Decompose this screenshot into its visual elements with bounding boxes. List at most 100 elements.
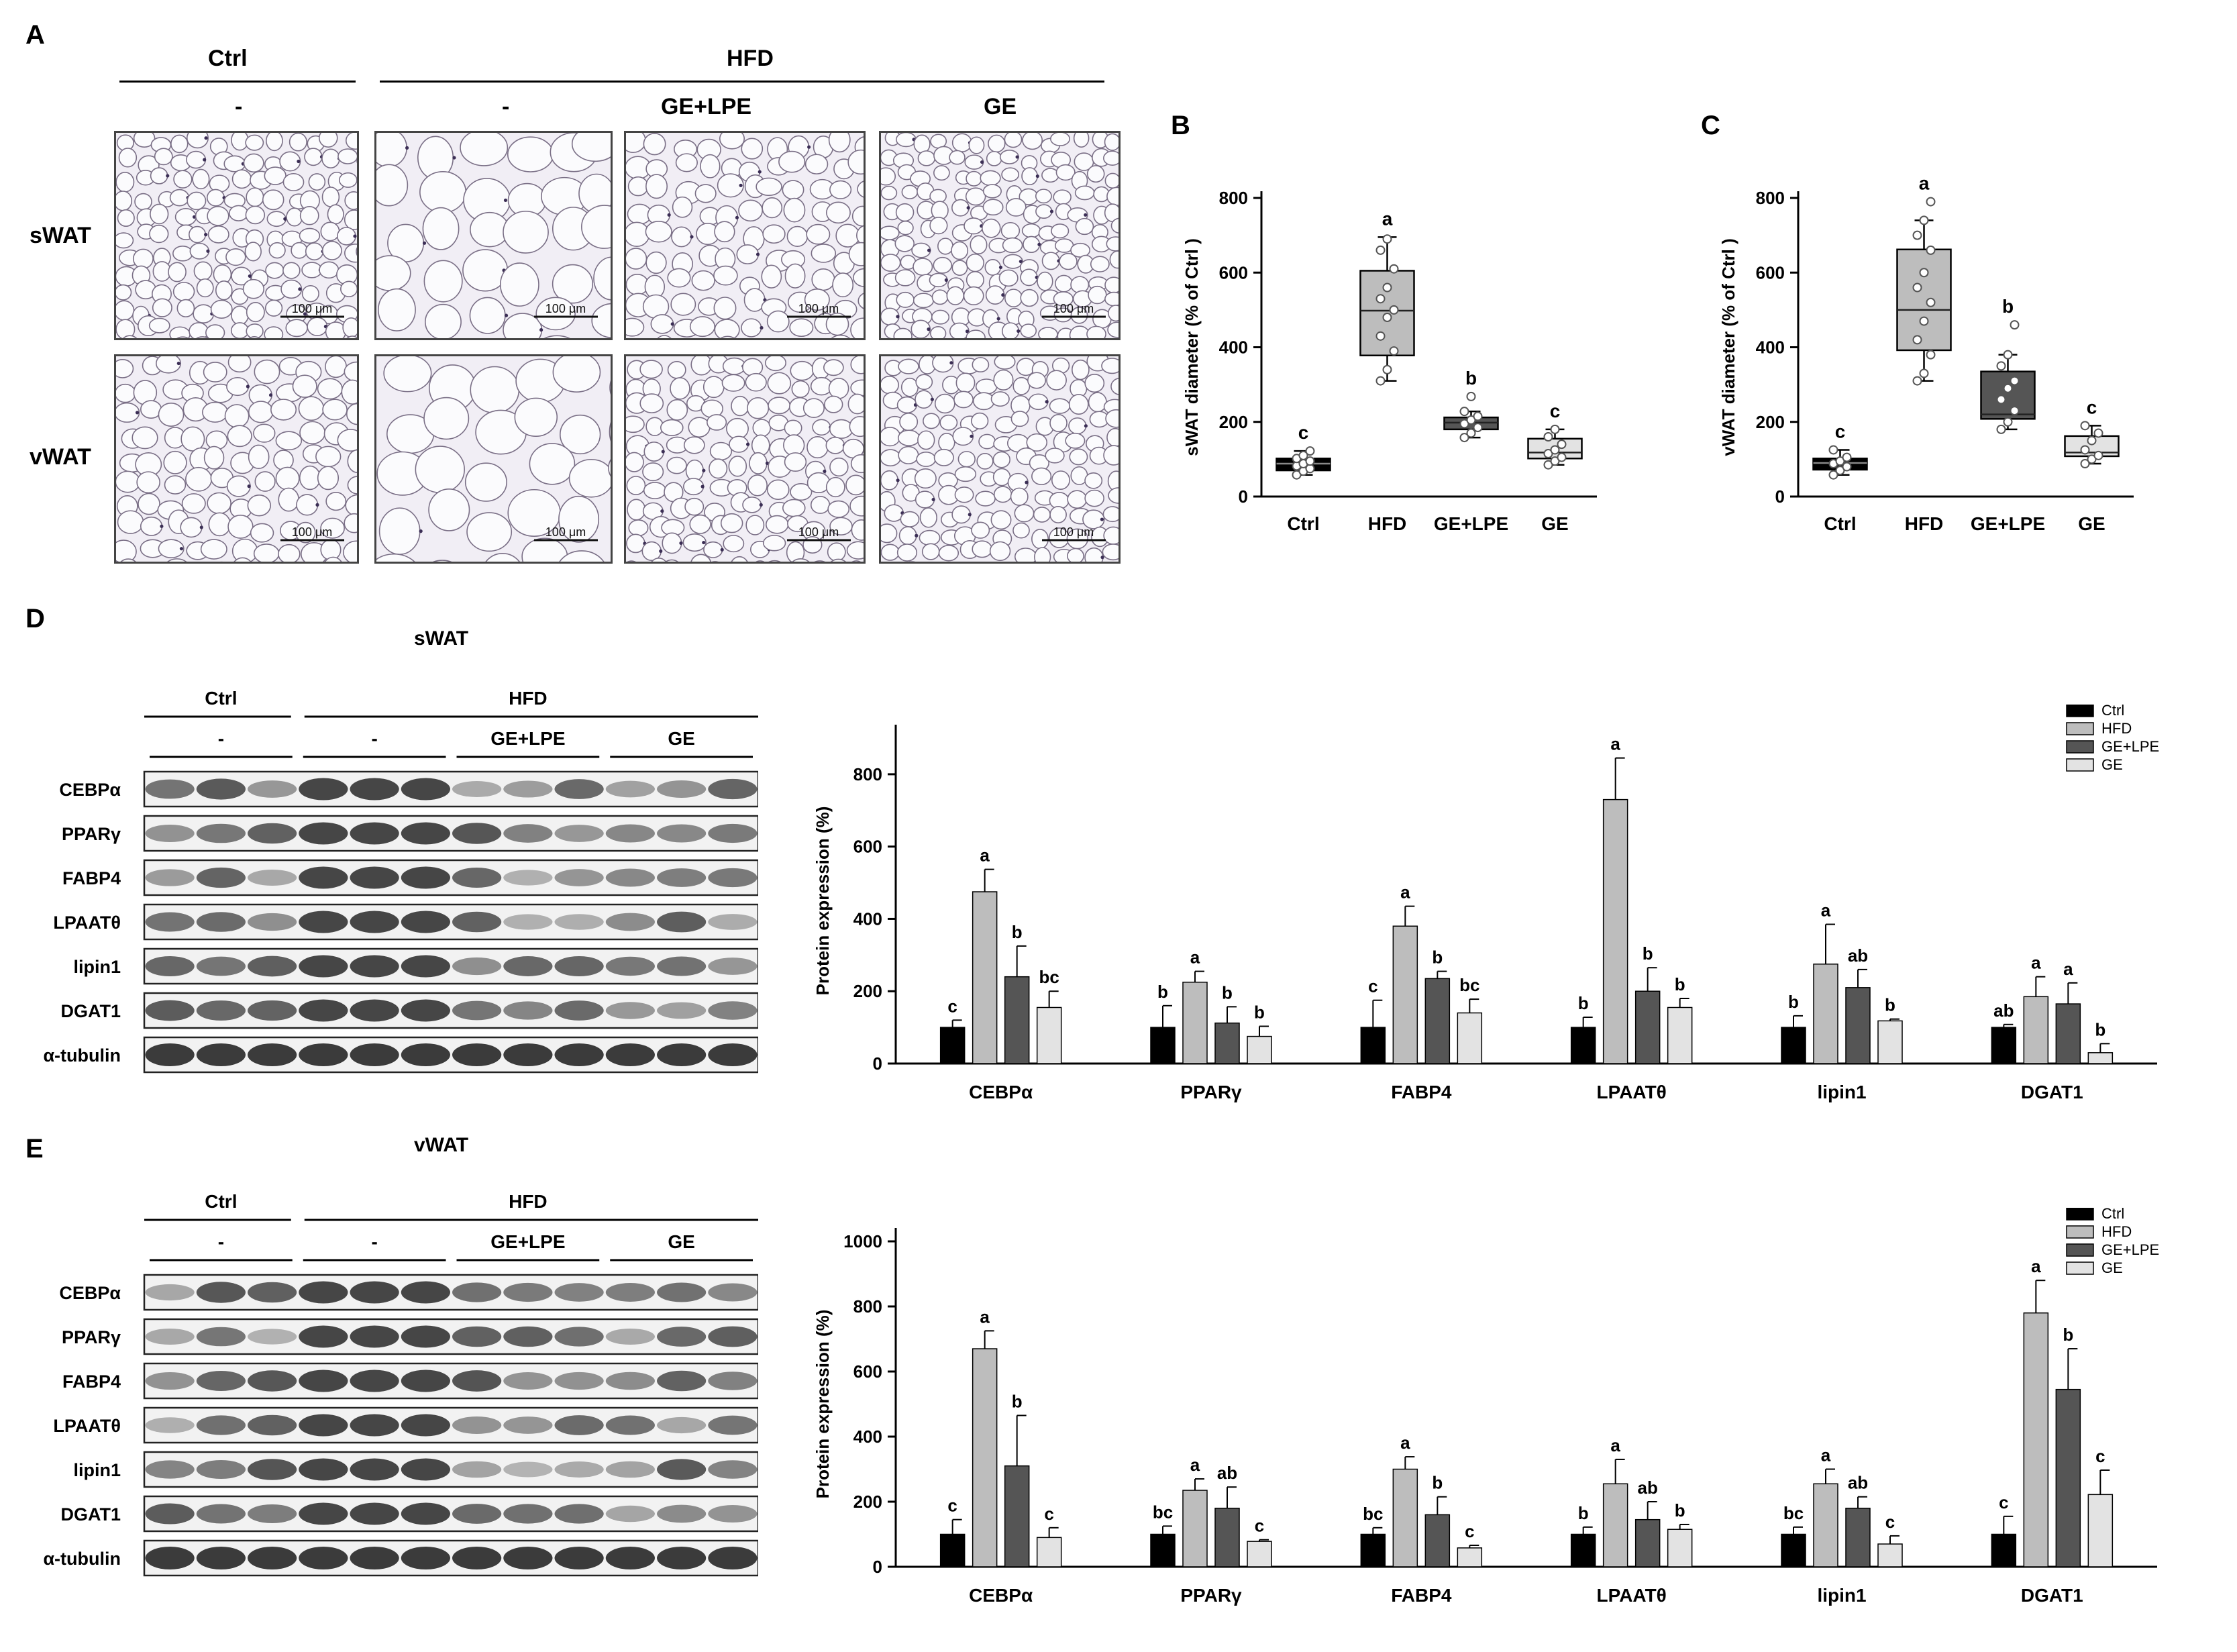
x-tick-label: CEBPα (969, 1585, 1033, 1606)
blot-image: Ctrl HFD - - GE+LPE GE CEBPα PPARγ FABP4 LPAATθ li… (43, 688, 760, 1074)
micrograph-tissue: 100 μm (116, 133, 357, 338)
data-point (1926, 245, 1936, 255)
blot-band (657, 911, 707, 933)
data-point (1466, 428, 1476, 438)
significance-letter: c (1255, 1516, 1264, 1536)
data-point (2080, 459, 2090, 469)
bar-Ctrl-CEBPα (939, 1027, 966, 1064)
significance-letter: c (1465, 1521, 1474, 1541)
histology-sub-gelpe: GE+LPE (661, 94, 752, 119)
blot-band (299, 911, 348, 933)
scale-bar-label: 100 μm (292, 525, 332, 539)
blot-band (145, 779, 195, 799)
blot-band (708, 1043, 758, 1066)
significance-letter: c (1885, 1512, 1895, 1532)
bar-GE+LPE-LPAATθ (1634, 1518, 1661, 1567)
x-tick-label: PPARγ (1180, 1585, 1242, 1606)
y-tick-label: 0 (873, 1053, 882, 1074)
significance-letter: bc (1039, 967, 1059, 987)
blot-band (554, 914, 604, 930)
blot-band (452, 957, 502, 976)
blot-band (657, 1416, 707, 1434)
significance-letter: ab (1217, 1463, 1237, 1483)
significance-letter: a (1610, 734, 1620, 754)
scale-bar-label: 100 μm (1053, 525, 1094, 539)
blot-band (299, 1281, 348, 1304)
data-point (1912, 230, 1922, 240)
data-point (1926, 297, 1936, 307)
significance-letter: c (947, 996, 957, 1016)
significance-letter: c (2087, 397, 2097, 417)
blot-band (350, 1043, 399, 1066)
significance-letter: b (1254, 1002, 1265, 1022)
data-point (1459, 407, 1469, 417)
blot-band (657, 1459, 707, 1480)
significance-letter: ab (1637, 1478, 1657, 1498)
micrograph-vwat-2: 100 μm (624, 354, 866, 564)
bar-HFD-FABP4 (1392, 1468, 1418, 1567)
significance-letter: a (1919, 173, 1930, 194)
x-tick-label: Ctrl (1287, 513, 1319, 534)
blot-band (605, 1283, 655, 1302)
data-point (2093, 450, 2103, 460)
bar-HFD-lipin1 (1813, 964, 1838, 1064)
blot-band (196, 1459, 246, 1480)
y-tick-label: 800 (853, 1296, 882, 1317)
blot-band (554, 1461, 604, 1478)
significance-letter: b (1675, 1500, 1685, 1520)
histology-sub-hfd: - (502, 94, 510, 119)
bar-Ctrl-PPARγ (1150, 1533, 1176, 1567)
y-tick-label: 200 (1756, 412, 1785, 432)
blot-band (708, 868, 758, 888)
blot-band (145, 1372, 195, 1390)
y-tick-label: 600 (853, 837, 882, 857)
blot-band (401, 1325, 450, 1348)
blot-band (554, 1000, 604, 1021)
x-tick-label: HFD (1368, 513, 1407, 534)
significance-letter: b (1157, 982, 1168, 1002)
blot-band (145, 824, 195, 843)
micrograph-swat-1: 100 μm (374, 131, 613, 340)
bar-GE+LPE-PPARγ (1214, 1507, 1240, 1567)
data-point (1389, 346, 1399, 356)
blot-band (299, 1547, 348, 1569)
micrograph-swat-0: 100 μm (114, 131, 359, 340)
blot-band (401, 1547, 450, 1569)
y-tick-label: 600 (1756, 262, 1785, 282)
bar-HFD-LPAATθ (1602, 1483, 1628, 1567)
blot-band (657, 868, 707, 887)
blot-band (145, 956, 195, 977)
blot-band (401, 999, 450, 1022)
legend-label: GE+LPE (2101, 1241, 2159, 1258)
legend-swatch (2066, 740, 2094, 754)
blot-band (708, 1415, 758, 1435)
bar-GE-DGAT1 (2087, 1052, 2114, 1064)
micrograph-tissue: 100 μm (881, 133, 1118, 338)
blot-band (657, 1327, 707, 1347)
blot-band (350, 822, 399, 845)
blot-band (708, 823, 758, 843)
blot-e: Ctrl HFD - - GE+LPE GE CEBPα PPARγ FABP4 LPAATθ li… (27, 1181, 760, 1584)
blot-band (452, 911, 502, 933)
x-tick-label: GE+LPE (1434, 513, 1508, 534)
blot-band (708, 1460, 758, 1479)
data-point (1375, 294, 1386, 304)
x-tick-label: lipin1 (1817, 1585, 1866, 1606)
bar-HFD-DGAT1 (2023, 1312, 2049, 1567)
blot-band (452, 1370, 502, 1392)
blot-protein-label: LPAATθ (53, 913, 121, 933)
blot-protein-label: lipin1 (73, 1460, 121, 1480)
data-point (1459, 433, 1469, 443)
blot-band (554, 1504, 604, 1524)
data-point (1375, 245, 1386, 255)
blot-group-hfd: HFD (509, 1191, 548, 1212)
blot-band (145, 1000, 195, 1021)
blot-subgroup: - (218, 728, 224, 749)
bar-GE-DGAT1 (2087, 1494, 2114, 1567)
legend-label: GE+LPE (2101, 738, 2159, 755)
micrograph-tissue: 100 μm (626, 133, 864, 338)
blot-d: Ctrl HFD - - GE+LPE GE CEBPα PPARγ FABP4 LPAATθ li… (27, 678, 760, 1080)
significance-letter: b (2002, 296, 2014, 317)
significance-letter: c (1368, 976, 1377, 996)
significance-letter: b (1465, 368, 1477, 389)
